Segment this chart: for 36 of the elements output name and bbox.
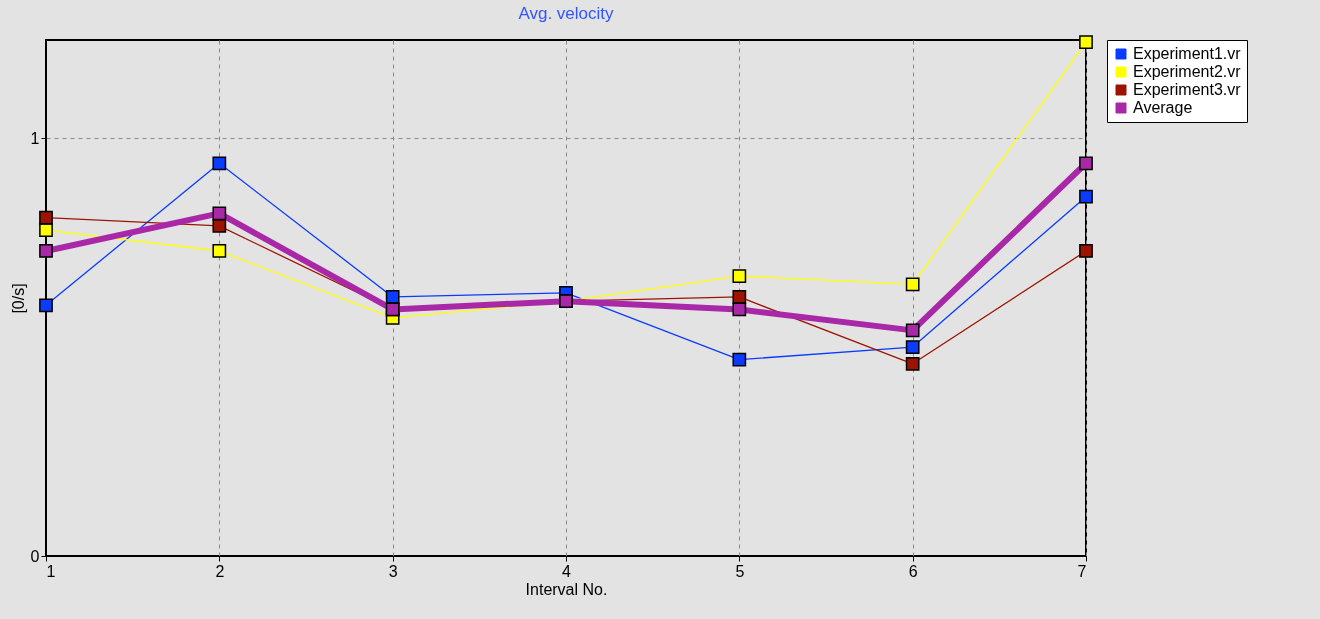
- point: [39, 244, 53, 258]
- point: [39, 210, 53, 225]
- point: [905, 356, 920, 371]
- point: [39, 223, 53, 237]
- point: [212, 206, 227, 221]
- point: [905, 340, 920, 354]
- point: [905, 277, 920, 292]
- legend-label: Experiment2.vr: [1133, 63, 1242, 80]
- chart-title: Avg. velocity: [518, 3, 615, 23]
- x-tick-label: 2: [215, 562, 225, 580]
- y-axis-title: [0/s]: [9, 283, 27, 314]
- y-tick-label: 0: [30, 547, 40, 565]
- point: [212, 244, 227, 258]
- x-tick-label: 1: [46, 562, 56, 580]
- point: [732, 290, 747, 304]
- x-tick-label: 5: [735, 562, 745, 580]
- point: [1079, 244, 1093, 258]
- x-tick-label: 4: [562, 562, 572, 580]
- legend-label: Experiment3.vr: [1133, 81, 1242, 98]
- legend-label: Average: [1133, 99, 1193, 116]
- point: [39, 298, 53, 313]
- point: [1079, 156, 1093, 171]
- point: [385, 290, 400, 304]
- point: [212, 219, 227, 233]
- legend-label: Experiment1.vr: [1133, 45, 1242, 62]
- x-tick-label: 6: [908, 562, 918, 580]
- point: [732, 302, 747, 317]
- point: [732, 269, 747, 283]
- point: [732, 352, 747, 367]
- point: [212, 156, 227, 171]
- x-tick-label: 7: [1077, 562, 1087, 580]
- point: [1079, 189, 1093, 204]
- x-tick-label: 3: [388, 562, 398, 580]
- point: [1079, 35, 1093, 49]
- x-axis-title: Interval No.: [525, 580, 608, 598]
- point: [905, 323, 920, 338]
